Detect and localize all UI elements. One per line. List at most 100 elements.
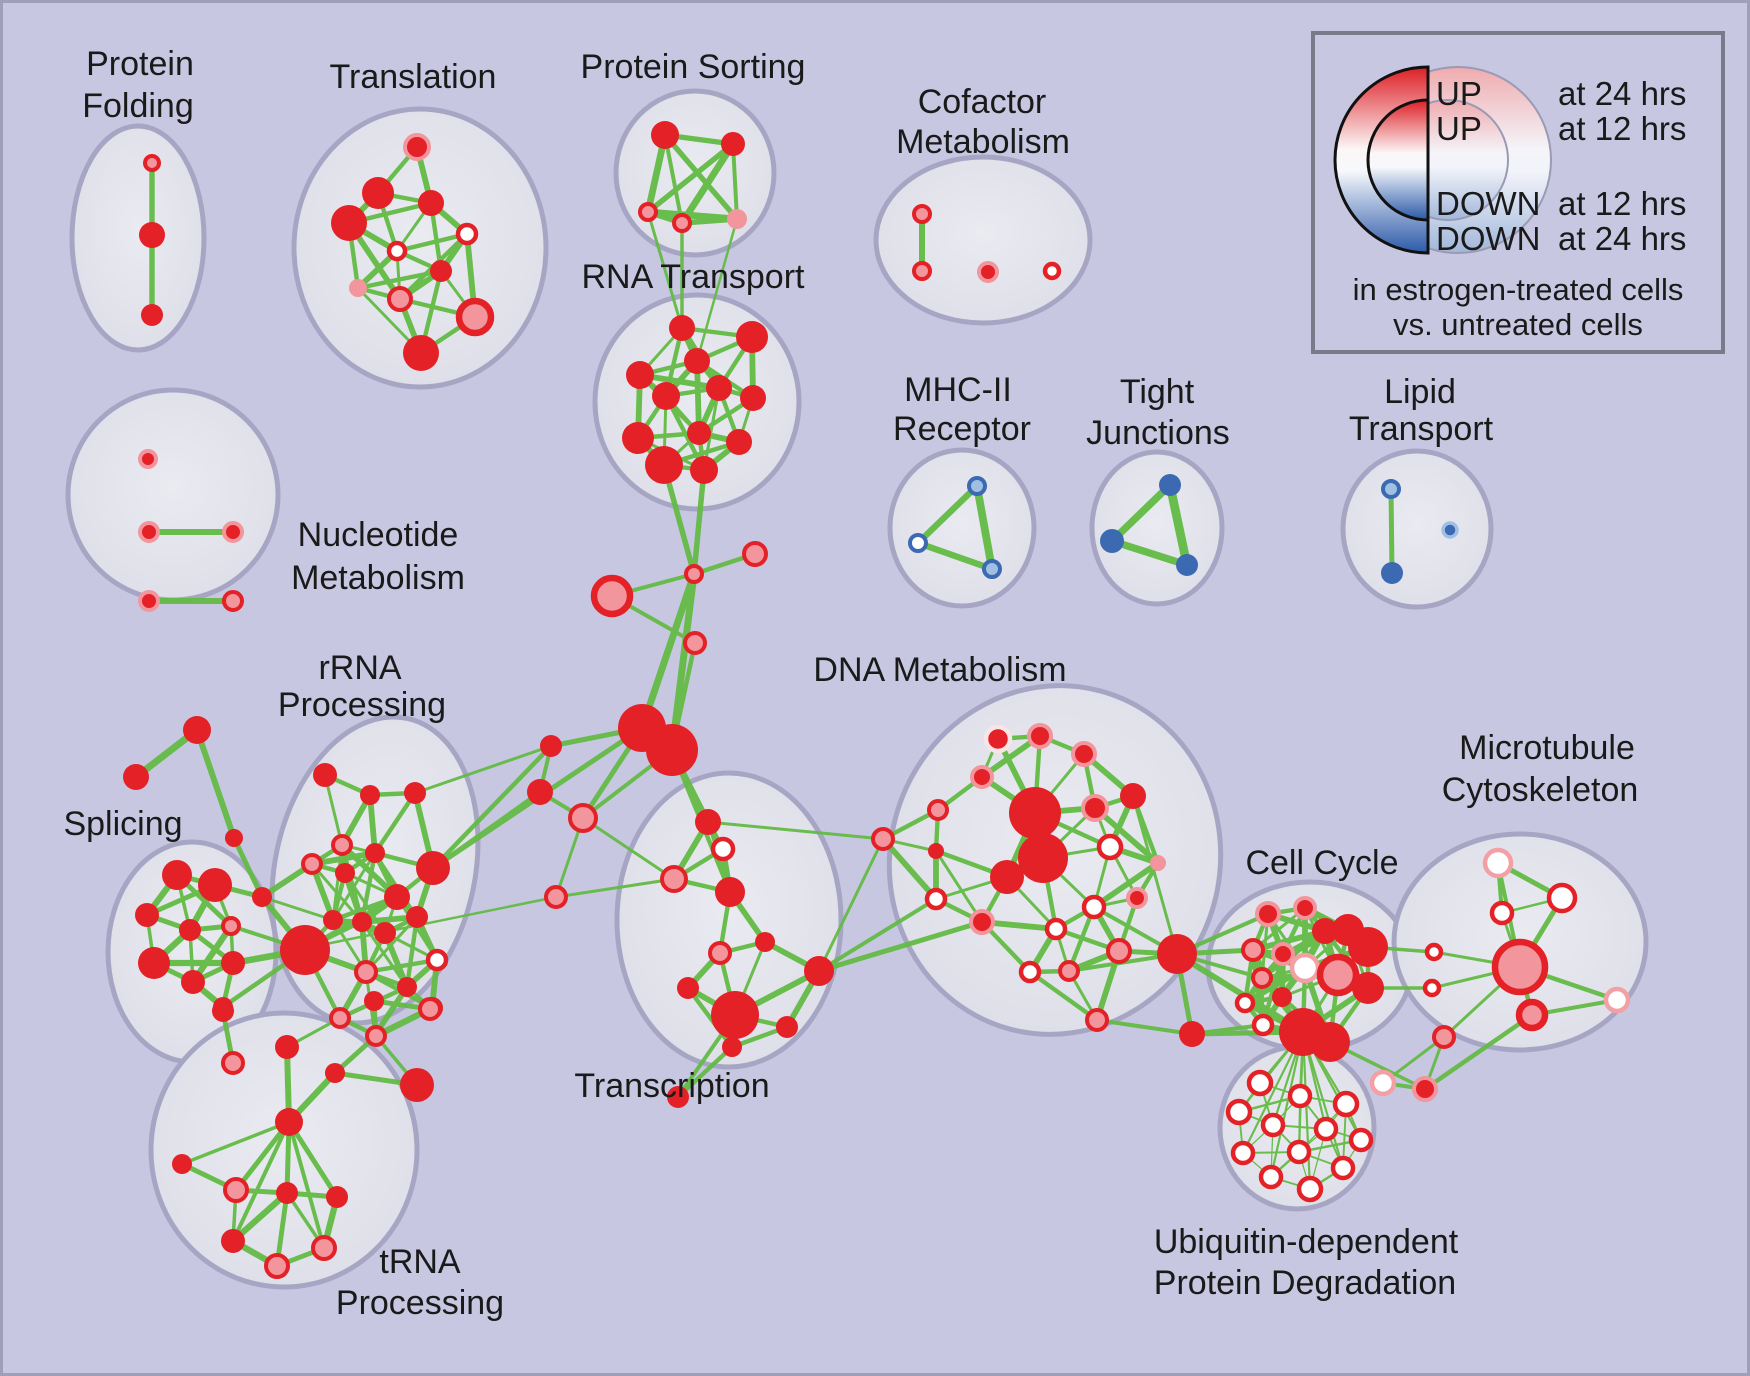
network-edge: [817, 897, 938, 973]
transcription-node: [776, 1016, 798, 1038]
legend-time-label: at 24 hrs: [1558, 220, 1686, 257]
ubiquitin-degradation-node: [1332, 1090, 1360, 1118]
rrna-processing-node: [280, 925, 330, 975]
ubiquitin-degradation-node: [1225, 1098, 1253, 1126]
microtubule-cytoskeleton-node: [1482, 847, 1514, 879]
connector-node: [225, 829, 243, 847]
dna-metabolism-node: [1085, 1008, 1109, 1032]
rna-transport-node: [706, 375, 732, 401]
protein-sorting-node: [672, 213, 692, 233]
network-edge: [678, 140, 737, 227]
network-edge: [817, 837, 885, 973]
cell-cycle-node: [1272, 987, 1292, 1007]
ubiquitin-degradation-node: [1260, 1112, 1286, 1138]
nucleotide-metabolism-node: [138, 590, 160, 612]
rrna-processing-node: [360, 785, 380, 805]
protein-sorting-node: [727, 209, 747, 229]
tight-junctions-node: [1100, 529, 1124, 553]
network-edge: [691, 467, 707, 577]
cluster-ubiquitin-degradation-label: Protein Degradation: [1154, 1264, 1456, 1302]
legend-inner-semicircle: [1366, 98, 1430, 222]
cell-cycle-node: [1348, 927, 1388, 967]
network-edge: [229, 1189, 291, 1245]
network-edge: [1108, 481, 1174, 545]
network-edge: [731, 142, 739, 221]
dna-metabolism-node: [1071, 741, 1097, 767]
transcription-node: [708, 941, 732, 965]
legend-time-label: at 12 hrs: [1558, 110, 1686, 147]
splicing-node: [198, 868, 232, 902]
protein-folding-node: [139, 222, 165, 248]
translation-node: [331, 205, 367, 241]
cell-cycle-node: [1312, 918, 1338, 944]
node-layer: [123, 121, 1631, 1279]
connector-node: [1157, 934, 1197, 974]
dna-metabolism-node: [1120, 783, 1146, 809]
trna-processing-node: [212, 1000, 234, 1022]
rrna-processing-node: [416, 851, 450, 885]
cell-cycle-node: [1251, 1013, 1275, 1037]
microtubule-cytoskeleton-node: [1603, 986, 1631, 1014]
transcription-node: [755, 932, 775, 952]
rrna-processing-node: [397, 977, 417, 997]
trna-processing-node: [326, 1186, 348, 1208]
transcription-node: [677, 977, 699, 999]
network-edge: [363, 957, 440, 975]
connector-node: [1179, 1021, 1205, 1047]
dna-metabolism-node: [1044, 917, 1068, 941]
ubiquitin-degradation-node: [1313, 1116, 1339, 1142]
cell-cycle-node: [1289, 952, 1321, 984]
dna-metabolism-node: [990, 860, 1024, 894]
legend: UP at 24 hrs UP at 12 hrs DOWN at 12 hrs DOWN a…: [1311, 31, 1725, 354]
network-edge: [1422, 1012, 1535, 1092]
rrna-processing-node: [365, 843, 385, 863]
dna-metabolism-node: [1058, 960, 1080, 982]
ubiquitin-degradation-node: [1246, 1069, 1274, 1097]
splicing-node: [135, 903, 159, 927]
microtubule-cytoskeleton-node: [1412, 1076, 1438, 1102]
microtubule-cytoskeleton-node: [1491, 938, 1549, 996]
microtubule-cytoskeleton-node: [1422, 978, 1442, 998]
dna-metabolism-node: [970, 765, 994, 789]
dna-metabolism-node: [1027, 723, 1053, 749]
cluster-protein-sorting-label: Protein Sorting: [581, 48, 806, 86]
rna-transport-node: [652, 382, 680, 410]
cluster-lipid-transport-ellipse: [1340, 448, 1494, 610]
cluster-transcription-label: Transcription: [574, 1067, 769, 1105]
cofactor-metabolism-node: [1042, 261, 1062, 281]
translation-node: [418, 190, 444, 216]
network-edge: [194, 727, 237, 841]
ubiquitin-degradation-node: [1330, 1155, 1356, 1181]
cell-cycle-node: [1234, 992, 1256, 1014]
network-edge: [286, 1119, 340, 1200]
cluster-rrna-processing-label: Processing: [278, 686, 446, 724]
network-edge: [706, 820, 885, 841]
translation-node: [387, 286, 413, 312]
cluster-tight-junctions-label: Tight: [1120, 373, 1195, 411]
dna-metabolism-node: [983, 724, 1013, 754]
network-edge: [233, 1119, 292, 1193]
dna-metabolism-node: [1081, 894, 1107, 920]
cluster-rrna-processing-label: rRNA: [318, 649, 401, 687]
rna-transport-node: [622, 422, 654, 454]
ubiquitin-degradation-node: [1286, 1139, 1312, 1165]
ubiquitin-degradation-node: [1348, 1127, 1374, 1153]
mhc-ii-receptor-node: [908, 533, 928, 553]
dna-metabolism-node: [1150, 855, 1166, 871]
cluster-cofactor-metabolism-ellipse: [873, 154, 1093, 326]
network-edge: [1269, 1030, 1305, 1179]
cluster-mhc-ii-receptor-ellipse: [887, 447, 1037, 609]
legend-time-label: at 24 hrs: [1558, 75, 1686, 112]
splicing-node: [162, 860, 192, 890]
rrna-processing-node: [329, 1007, 351, 1029]
splicing-node: [181, 970, 205, 994]
network-edge: [934, 849, 984, 924]
network-edge: [231, 1120, 291, 1243]
network-edge: [1388, 486, 1395, 576]
rna-transport-node: [645, 446, 683, 484]
cell-cycle-node: [1310, 1022, 1350, 1062]
cluster-splicing-label: Splicing: [63, 805, 182, 843]
network-edge: [554, 877, 676, 899]
